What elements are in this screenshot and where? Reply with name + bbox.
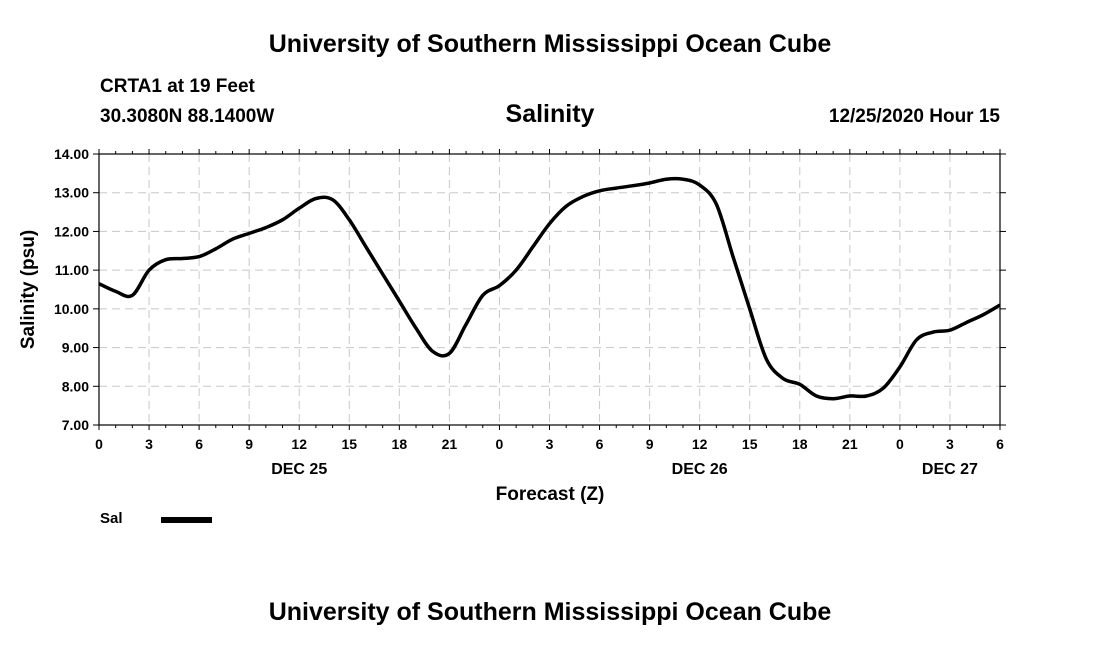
y-tick-label: 12.00: [54, 223, 89, 239]
y-tick-label: 14.00: [54, 146, 89, 162]
footer-title: University of Southern Mississippi Ocean…: [268, 598, 832, 626]
x-tick-label: 12: [291, 436, 307, 452]
day-label: DEC 27: [922, 461, 978, 478]
x-tick-label: 12: [692, 436, 708, 452]
x-tick-label: 3: [946, 436, 954, 452]
x-tick-label: 6: [195, 436, 203, 452]
x-tick-label: 18: [392, 436, 408, 452]
x-tick-label: 3: [546, 436, 554, 452]
y-tick-label: 7.00: [62, 417, 89, 433]
x-tick-label: 21: [442, 436, 458, 452]
day-label: DEC 25: [271, 461, 327, 478]
legend-label: Sal: [100, 510, 123, 527]
x-tick-label: 6: [996, 436, 1004, 452]
x-tick-label: 0: [496, 436, 504, 452]
x-tick-label: 15: [341, 436, 357, 452]
x-tick-label: 6: [596, 436, 604, 452]
x-tick-label: 9: [646, 436, 654, 452]
y-tick-label: 9.00: [62, 340, 89, 356]
y-tick-label: 8.00: [62, 378, 89, 394]
x-tick-label: 18: [792, 436, 808, 452]
station-coordinates: 30.3080N 88.1400W: [100, 106, 275, 127]
x-tick-label: 3: [145, 436, 153, 452]
y-tick-label: 10.00: [54, 301, 89, 317]
salinity-series-line: [99, 176, 1000, 401]
y-axis-title: Salinity (psu): [18, 230, 39, 349]
forecast-datetime: 12/25/2020 Hour 15: [828, 106, 1000, 127]
legend-swatch: [161, 517, 212, 523]
x-tick-label: 0: [95, 436, 103, 452]
station-label: CRTA1 at 19 Feet: [100, 76, 255, 97]
x-tick-label: 9: [245, 436, 253, 452]
day-label: DEC 26: [672, 461, 728, 478]
chart-title: Salinity: [505, 100, 595, 128]
y-tick-label: 13.00: [54, 185, 89, 201]
page-title: University of Southern Mississippi Ocean…: [268, 30, 832, 58]
x-tick-label: 15: [742, 436, 758, 452]
x-tick-label: 21: [842, 436, 858, 452]
x-tick-label: 0: [896, 436, 904, 452]
y-tick-label: 11.00: [55, 262, 89, 278]
plot-frame: [98, 153, 1001, 426]
x-axis-title: Forecast (Z): [496, 484, 605, 505]
